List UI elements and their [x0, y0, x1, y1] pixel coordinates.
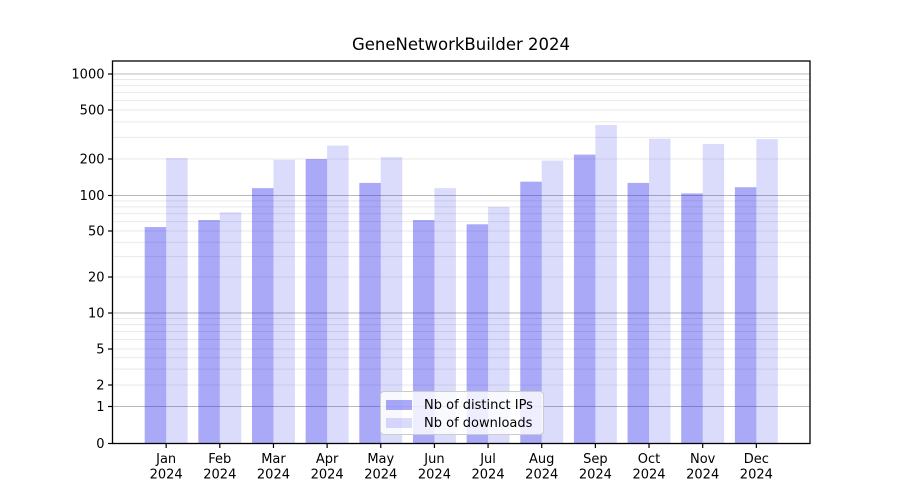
x-tick-label-month: Jan — [155, 452, 176, 467]
y-tick-label: 500 — [80, 104, 105, 119]
bar-aug-downloads — [541, 160, 564, 444]
y-tick-label: 10 — [88, 307, 105, 322]
bar-mar-downloads — [273, 159, 295, 444]
bar-jun-downloads — [434, 188, 456, 444]
bar-apr-distinct-ips — [305, 159, 328, 444]
x-tick-label-month: Oct — [638, 452, 660, 467]
x-tick-label-year: 2024 — [150, 468, 183, 483]
x-tick-label-month: Feb — [208, 452, 231, 467]
x-tick-label-month: May — [367, 452, 394, 467]
x-tick-label-year: 2024 — [525, 468, 558, 483]
x-tick-label-year: 2024 — [579, 468, 612, 483]
legend-row-distinct-ips: Nb of distinct IPs — [386, 396, 543, 414]
bar-jul-distinct-ips — [466, 224, 489, 444]
y-tick-label: 1 — [96, 400, 104, 415]
bar-dec-downloads — [756, 139, 778, 444]
x-tick-label-month: Apr — [316, 452, 339, 467]
plot-border — [111, 60, 811, 445]
x-tick-label-month: Jul — [479, 452, 496, 467]
legend-swatch-downloads-icon — [386, 418, 412, 428]
x-tick-label-month: Jun — [423, 452, 444, 467]
bar-mar-distinct-ips — [252, 188, 274, 444]
y-tick-label: 1000 — [71, 68, 104, 83]
bar-oct-distinct-ips — [627, 182, 650, 444]
x-tick-label-year: 2024 — [632, 468, 665, 483]
legend: Nb of distinct IPs Nb of downloads — [380, 391, 544, 435]
bar-apr-downloads — [327, 145, 349, 444]
legend-label-downloads: Nb of downloads — [424, 415, 533, 431]
bar-dec-distinct-ips — [734, 187, 757, 444]
legend-label-distinct-ips: Nb of distinct IPs — [424, 397, 533, 413]
x-tick-label-year: 2024 — [257, 468, 290, 483]
legend-row-downloads: Nb of downloads — [386, 414, 543, 432]
y-tick-label: 0 — [96, 437, 104, 452]
y-tick-label: 50 — [88, 225, 105, 240]
bar-feb-downloads — [219, 212, 242, 444]
gridlines-minor — [113, 78, 810, 386]
y-axis: 0 1 2 5 10 20 50 100 200 500 1000 — [71, 68, 113, 452]
bar-feb-distinct-ips — [198, 219, 220, 444]
x-tick-label-year: 2024 — [311, 468, 344, 483]
bar-sep-downloads — [595, 124, 617, 444]
x-tick-label-year: 2024 — [740, 468, 773, 483]
x-tick-label-month: Nov — [690, 452, 716, 467]
y-tick-label: 2 — [96, 379, 104, 394]
bar-oct-downloads — [649, 138, 671, 444]
bar-aug-distinct-ips — [520, 181, 542, 444]
x-tick-label-month: Aug — [529, 452, 554, 467]
bar-jan-downloads — [166, 157, 188, 444]
bar-sep-distinct-ips — [573, 154, 596, 444]
y-tick-label: 5 — [96, 343, 104, 358]
x-axis: Jan2024Feb2024Mar2024Apr2024May2024Jun20… — [150, 443, 773, 483]
y-tick-label: 200 — [80, 153, 105, 168]
bar-jan-distinct-ips — [144, 227, 167, 444]
bar-jul-downloads — [488, 206, 510, 444]
bar-nov-distinct-ips — [681, 193, 703, 444]
bar-nov-downloads — [702, 143, 725, 444]
x-tick-label-year: 2024 — [686, 468, 719, 483]
chart-title: GeneNetworkBuilder 2024 — [351, 35, 571, 54]
x-tick-label-year: 2024 — [418, 468, 451, 483]
x-tick-label-year: 2024 — [364, 468, 397, 483]
bar-jun-distinct-ips — [412, 219, 435, 444]
bar-may-downloads — [380, 157, 403, 444]
y-tick-label: 20 — [88, 271, 105, 286]
y-tick-label: 100 — [80, 189, 105, 204]
x-tick-label-month: Sep — [583, 452, 608, 467]
x-tick-label-year: 2024 — [203, 468, 236, 483]
x-tick-label-year: 2024 — [472, 468, 505, 483]
legend-swatch-distinct-ips-icon — [386, 400, 412, 410]
bars — [144, 124, 778, 444]
bar-may-distinct-ips — [359, 182, 381, 444]
x-tick-label-month: Dec — [744, 452, 769, 467]
x-tick-label-month: Mar — [261, 452, 286, 467]
